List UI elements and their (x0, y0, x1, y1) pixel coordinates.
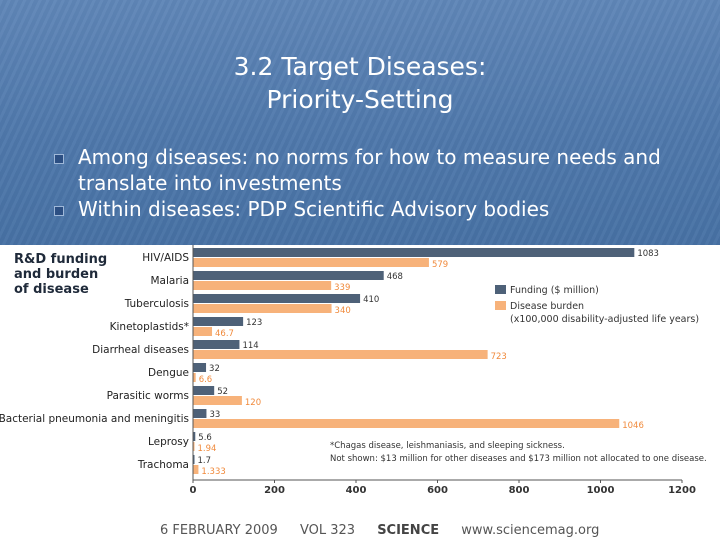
burden-bar (193, 419, 620, 428)
burden-bar (193, 350, 488, 359)
x-tick-label: 1000 (587, 485, 615, 496)
bars-layer: HIV/AIDS 1083 579 Malaria 468 339 Tuberculosis… (0, 245, 696, 496)
x-tick-label: 0 (190, 485, 197, 496)
slide-title: 3.2 Target Diseases: Priority-Setting (0, 50, 720, 116)
category-label: Leprosy (148, 436, 189, 448)
funding-value-label: 5.6 (198, 433, 212, 443)
legend-swatch-burden (495, 301, 506, 310)
funding-value-label: 468 (387, 272, 403, 282)
funding-bar (193, 363, 207, 372)
burden-bar (193, 442, 195, 451)
slide-title-line2: Priority-Setting (266, 85, 454, 114)
category-label: HIV/AIDS (142, 252, 189, 264)
funding-bar (193, 432, 196, 441)
x-tick-label: 1200 (668, 485, 696, 496)
footer-journal: SCIENCE (377, 523, 440, 538)
funding-value-label: 52 (217, 387, 228, 397)
burden-value-label: 120 (245, 398, 261, 408)
figure-heading-line: R&D funding (14, 252, 108, 267)
figure-heading-line: of disease (14, 282, 89, 297)
funding-bar (193, 455, 195, 464)
footer-date: 6 FEBRUARY 2009 (160, 523, 278, 538)
funding-bar (193, 317, 244, 326)
bullet-item: Among diseases: no norms for how to meas… (54, 144, 694, 196)
x-tick-label: 400 (346, 485, 367, 496)
funding-bar (193, 386, 215, 395)
burden-value-label: 1.333 (201, 467, 225, 477)
legend-label-burden: Disease burden (510, 301, 584, 312)
category-label: Diarrheal diseases (92, 344, 189, 356)
burden-bar (193, 373, 196, 382)
funding-bar (193, 248, 635, 257)
legend-label-funding: Funding ($ million) (510, 285, 599, 296)
funding-bar (193, 294, 361, 303)
legend-label-burden-detail: (x100,000 disability-adjusted life years… (510, 314, 699, 325)
bullet-text: Among diseases: no norms for how to meas… (78, 145, 661, 195)
funding-value-label: 1083 (637, 249, 659, 259)
burden-value-label: 6.6 (199, 375, 213, 385)
x-tick-label: 200 (264, 485, 285, 496)
burden-value-label: 723 (491, 352, 507, 362)
category-label: Parasitic worms (107, 390, 189, 402)
x-tick-label: 800 (509, 485, 530, 496)
bullet-text: Within diseases: PDP Scientific Advisory… (78, 197, 550, 221)
chart-note: *Chagas disease, leishmaniasis, and slee… (330, 441, 565, 451)
burden-bar (193, 281, 332, 290)
square-bullet-icon (54, 154, 64, 164)
citation-footer: 6 FEBRUARY 2009 VOL 323 SCIENCE www.scie… (160, 523, 720, 540)
burden-bar (193, 258, 429, 267)
burden-bar (193, 327, 213, 336)
footer-site: www.sciencemag.org (461, 523, 600, 538)
funding-value-label: 33 (209, 410, 220, 420)
funding-value-label: 410 (363, 295, 379, 305)
funding-value-label: 123 (246, 318, 262, 328)
burden-value-label: 340 (335, 306, 351, 316)
burden-value-label: 46.7 (215, 329, 234, 339)
burden-value-label: 1.94 (198, 444, 217, 454)
chart-note: Not shown: $13 million for other disease… (330, 454, 707, 464)
category-label: Malaria (150, 275, 189, 287)
burden-value-label: 579 (432, 260, 448, 270)
funding-bar (193, 409, 207, 418)
x-tick-label: 600 (427, 485, 448, 496)
category-label: Dengue (148, 367, 189, 379)
slide-title-line1: 3.2 Target Diseases: (233, 52, 487, 81)
bullet-list: Among diseases: no norms for how to meas… (54, 144, 694, 222)
figure-heading-line: and burden (14, 267, 99, 282)
burden-value-label: 1046 (622, 421, 644, 431)
funding-value-label: 32 (209, 364, 220, 374)
figure-heading: R&D funding and burden of disease (14, 252, 107, 297)
chart-figure: R&D funding and burden of disease HIV/AI… (0, 245, 720, 515)
funding-bar (193, 340, 240, 349)
chart-legend: Funding ($ million) Disease burden (x100… (495, 285, 699, 325)
slide-background (0, 0, 720, 245)
burden-bar (193, 396, 242, 405)
category-label: Trachoma (137, 459, 189, 471)
footer-volume: VOL 323 (299, 523, 356, 538)
category-label: Tuberculosis (124, 298, 189, 310)
category-label: Bacterial pneumonia and meningitis (0, 413, 189, 425)
funding-bar (193, 271, 384, 280)
burden-bar (193, 465, 199, 474)
burden-value-label: 339 (334, 283, 350, 293)
legend-swatch-funding (495, 285, 506, 294)
funding-value-label: 1.7 (198, 456, 212, 466)
bullet-item: Within diseases: PDP Scientific Advisory… (54, 196, 694, 222)
chart-notes: *Chagas disease, leishmaniasis, and slee… (330, 441, 707, 464)
square-bullet-icon (54, 206, 64, 216)
category-label: Kinetoplastids* (110, 321, 189, 333)
funding-value-label: 114 (242, 341, 258, 351)
burden-bar (193, 304, 332, 313)
bar-chart: HIV/AIDS 1083 579 Malaria 468 339 Tuberculosis… (0, 245, 707, 496)
